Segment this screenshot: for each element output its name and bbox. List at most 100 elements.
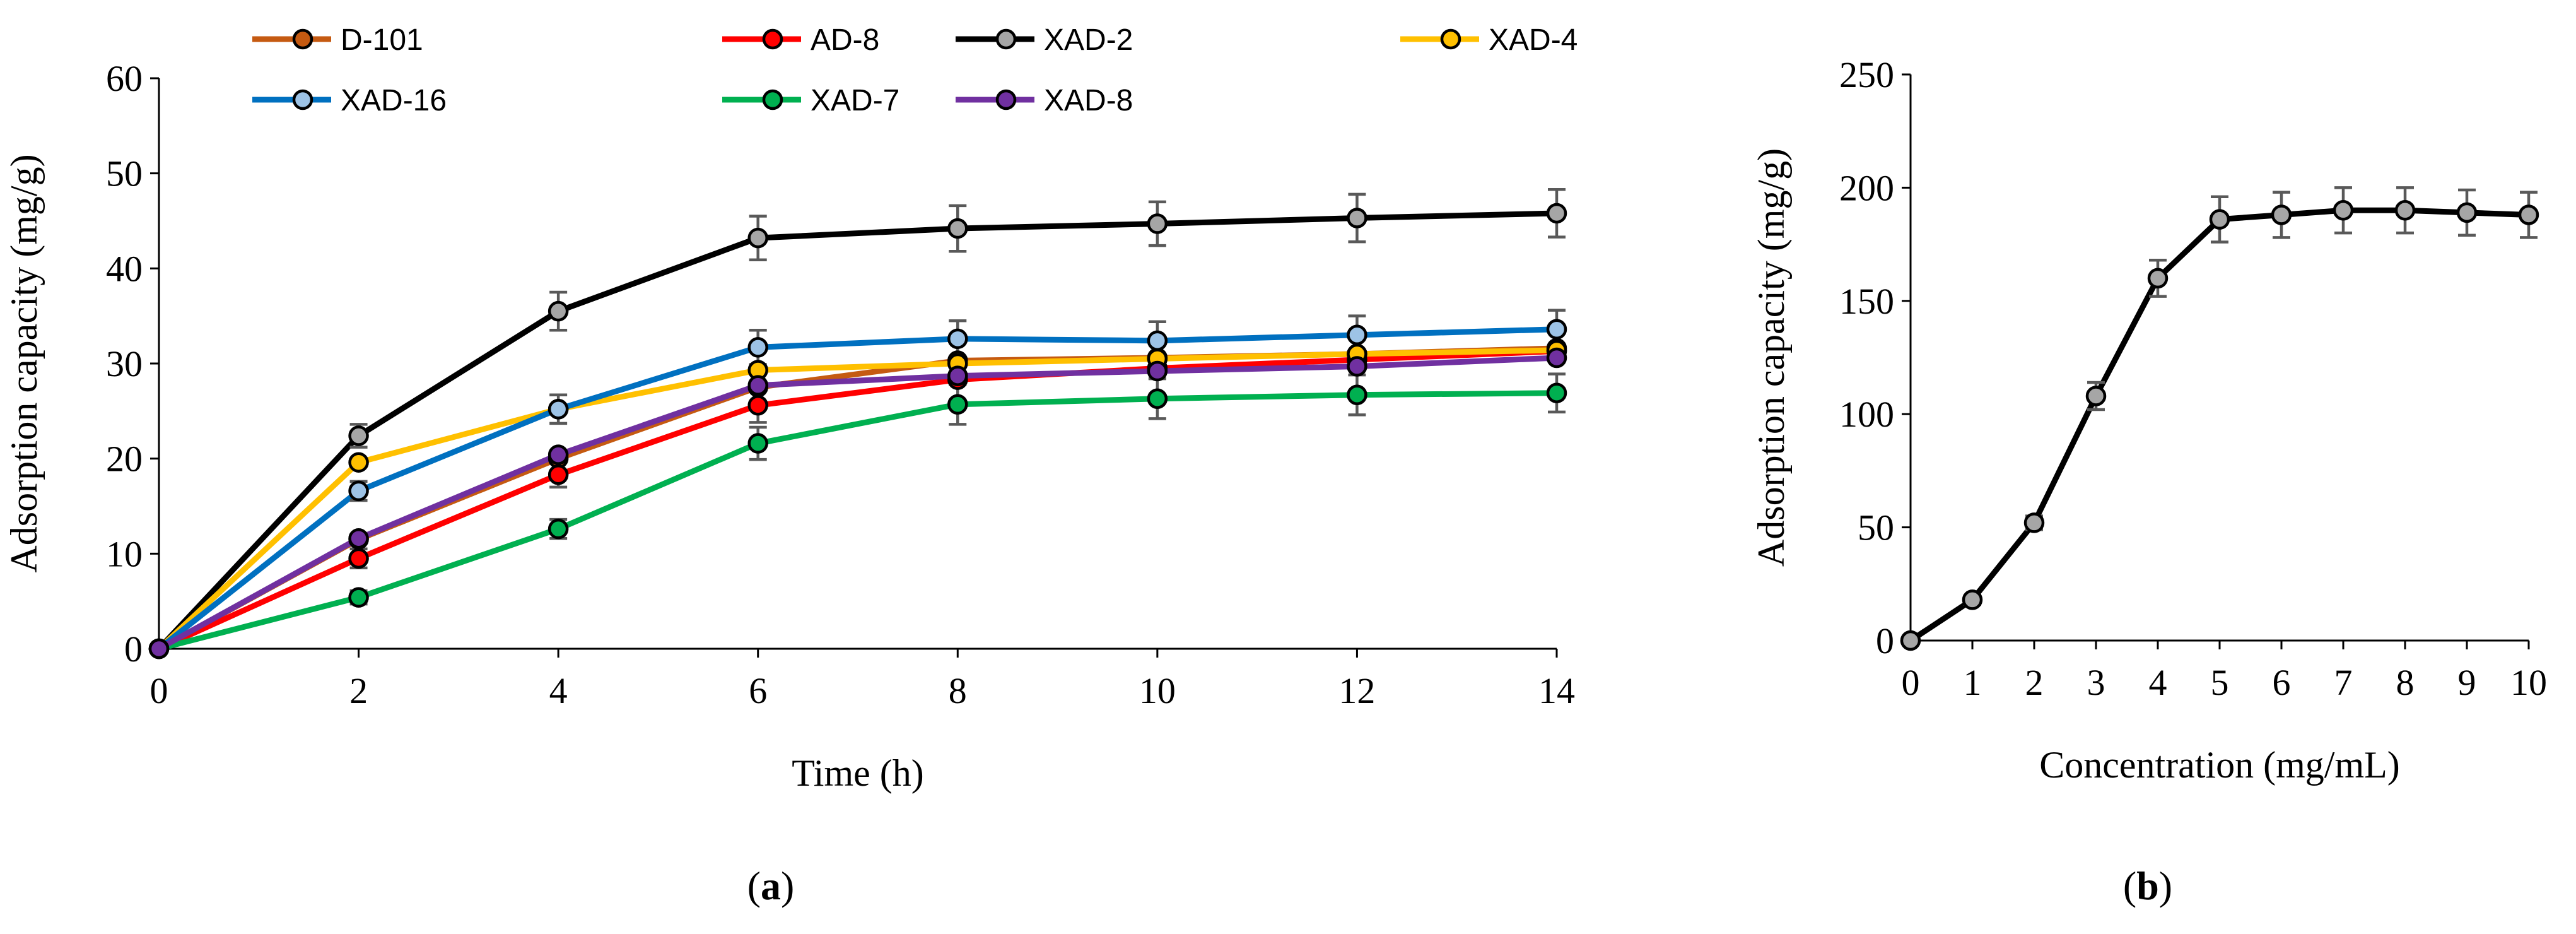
data-point: [1900, 630, 1921, 651]
legend-label: XAD-2: [1044, 23, 1133, 57]
legend-marker: [762, 89, 783, 110]
x-tick-label: 6: [2273, 662, 2291, 703]
data-point: [747, 375, 768, 396]
x-tick-label: 10: [1139, 670, 1176, 711]
data-point: [1347, 324, 1367, 346]
series-lines: [156, 210, 1557, 652]
legend-item: XAD-8: [956, 84, 1133, 117]
y-tick-label: 40: [106, 248, 143, 289]
x-tick-label: 6: [749, 670, 767, 711]
legend-marker: [762, 28, 783, 50]
legend-label: XAD-8: [1044, 84, 1133, 117]
panel-label-part: a: [761, 863, 781, 908]
data-point: [1546, 347, 1567, 369]
legend-marker: [995, 89, 1017, 110]
data-point: [348, 528, 369, 549]
data-point: [148, 638, 170, 659]
y-tick-label: 0: [1876, 620, 1894, 661]
x-axis-title: Concentration (mg/mL): [2039, 744, 2400, 786]
data-point: [2394, 200, 2416, 221]
series-line: [158, 348, 1557, 652]
data-point: [1347, 208, 1367, 228]
data-point: [1147, 360, 1168, 382]
legend-item: XAD-7: [722, 84, 899, 117]
data-point: [547, 464, 569, 485]
data-point: [547, 300, 569, 322]
data-point: [1546, 319, 1567, 340]
data-point: [2085, 386, 2107, 406]
y-tick-label: 250: [1839, 54, 1894, 95]
series-line: [1909, 207, 2529, 643]
y-tick-label: 60: [106, 58, 143, 99]
panel-label-part: (: [2123, 863, 2136, 908]
data-point: [1347, 356, 1367, 377]
x-tick-label: 10: [2510, 662, 2547, 703]
legend-marker: [292, 28, 313, 50]
y-tick-label: 150: [1839, 281, 1894, 322]
data-point: [747, 337, 768, 358]
series-line: [157, 326, 1557, 651]
legend-label: XAD-16: [341, 84, 447, 117]
data-point: [348, 452, 369, 473]
x-axis-title: Time (h): [792, 752, 923, 794]
y-tick-label: 20: [106, 439, 143, 480]
series-markers: [148, 203, 1567, 659]
data-point: [547, 444, 569, 465]
data-point: [1147, 388, 1168, 409]
series-markers: [1900, 200, 2539, 651]
y-axis-title: Adsorption capacity (mg/g): [3, 154, 45, 572]
data-point: [348, 480, 369, 502]
data-point: [947, 328, 968, 350]
data-point: [747, 395, 768, 416]
legend-marker: [995, 28, 1017, 50]
legend-item: XAD-2: [956, 23, 1133, 57]
data-point: [1546, 382, 1567, 403]
legend-marker: [1440, 28, 1461, 50]
data-point: [2333, 200, 2354, 221]
data-point: [2271, 204, 2292, 225]
legend-marker: [292, 89, 313, 110]
chart-panel-a: 0 10 20 30 40 50 60 0 2 4 6 8 10 12 14 Adsorption capac…: [3, 23, 1578, 908]
legend-item: XAD-4: [1400, 23, 1578, 57]
x-tick-label: 4: [2149, 662, 2167, 703]
y-tick-label: 50: [1858, 507, 1894, 548]
x-tick-label: 0: [1902, 662, 1920, 703]
panel-label-part: b: [2136, 863, 2159, 908]
legend-label: XAD-4: [1489, 23, 1578, 57]
data-point: [2209, 209, 2230, 230]
data-point: [1347, 384, 1367, 405]
y-axis-title: Adsorption capacity (mg/g): [1750, 148, 1792, 567]
series-line: [156, 210, 1557, 651]
x-tick-label: 4: [549, 670, 568, 711]
data-point: [2456, 202, 2478, 223]
data-point: [947, 365, 968, 386]
x-tick-label: 8: [2396, 662, 2415, 703]
x-tick-label: 5: [2211, 662, 2229, 703]
y-tick-label: 200: [1839, 167, 1894, 208]
legend-label: D-101: [341, 23, 423, 57]
series-line: [157, 355, 1557, 651]
x-tick-label: 1: [1964, 662, 1982, 703]
chart-panel-b: 0 50 100 150 200 250 0 1 2 3 4 5 6 7 8 9 10 Adsorption ca…: [1750, 54, 2547, 908]
x-tick-label: 9: [2458, 662, 2476, 703]
data-point: [1546, 203, 1567, 224]
data-point: [2023, 512, 2045, 533]
panel-label: (a): [747, 863, 795, 908]
x-tick-label: 2: [2025, 662, 2044, 703]
panel-label-part: (: [747, 863, 761, 908]
data-point: [1962, 589, 1983, 610]
data-point: [348, 425, 369, 446]
x-tick-label: 0: [150, 670, 168, 711]
data-point: [348, 587, 369, 608]
x-tick-label: 8: [949, 670, 967, 711]
data-point: [547, 399, 569, 420]
y-tick-label: 0: [124, 629, 143, 670]
y-tick-label: 100: [1839, 394, 1894, 435]
data-point: [1147, 213, 1168, 234]
data-point: [2147, 268, 2169, 289]
legend-item: XAD-16: [252, 84, 447, 117]
legend-item: D-101: [252, 23, 423, 57]
series-line: [156, 347, 1557, 651]
data-point: [547, 518, 569, 540]
